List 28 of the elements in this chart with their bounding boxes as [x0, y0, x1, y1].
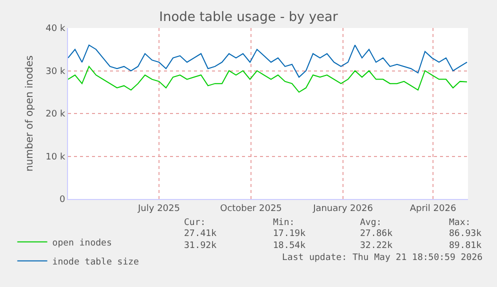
- y-axis-title: number of open inodes: [24, 55, 36, 172]
- text: Cur:: [184, 218, 206, 228]
- text: Last update: Thu May 21 18:50:59 2026: [282, 253, 482, 263]
- y-tick-label: 20 k: [46, 110, 66, 120]
- text: 27.41k: [184, 229, 218, 239]
- text: 17.19k: [273, 229, 306, 239]
- line-series: [68, 44, 468, 78]
- y-tick-label: 0: [59, 195, 66, 206]
- text: 18.54k: [273, 241, 306, 251]
- x-tick-label: October 2025: [220, 204, 282, 214]
- text: 32.22k: [360, 241, 394, 251]
- text: 89.81k: [449, 241, 482, 251]
- text: 31.92k: [184, 241, 218, 251]
- legend-label: open inodes: [52, 238, 112, 248]
- x-tick-label: January 2026: [312, 204, 374, 214]
- line-series: [68, 66, 468, 93]
- x-tick-label: July 2025: [137, 204, 180, 214]
- y-tick-label: 30 k: [46, 66, 66, 77]
- y-tick-label: 10 k: [46, 152, 66, 162]
- y-tick-label: 40 k: [46, 24, 66, 34]
- legend-label: inode table size: [52, 257, 139, 268]
- chart-title: Inode table usage - by year: [159, 10, 339, 26]
- text: Min:: [273, 218, 295, 228]
- text: 86.93k: [449, 229, 482, 239]
- text: Max:: [449, 218, 471, 228]
- text: Avg:: [360, 218, 382, 228]
- x-tick-label: April 2026: [410, 204, 456, 214]
- text: 27.86k: [360, 229, 394, 239]
